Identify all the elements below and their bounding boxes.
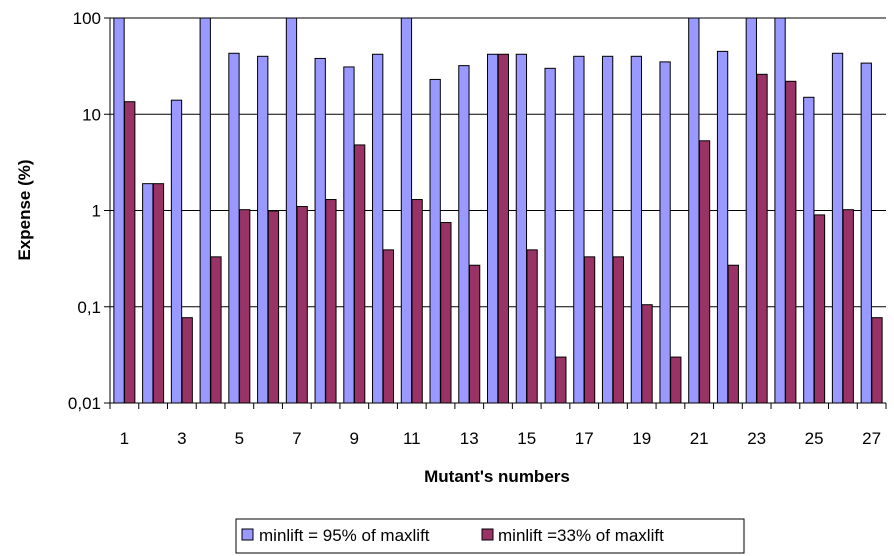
bar-series-1 [458,65,470,404]
legend-swatch-series-1 [241,528,254,541]
bar-series-1 [630,55,643,404]
bar-series-2 [325,199,337,404]
x-tick-label: 21 [690,429,709,448]
axes [104,17,887,409]
bar-series-1 [601,55,614,404]
bar-series-2 [842,209,854,404]
bar-series-1 [659,61,671,404]
bar-series-2 [267,210,280,404]
x-axis-title: Mutant's numbers [424,467,570,486]
bar-series-2 [152,183,165,404]
bar-series-1 [487,53,499,404]
y-tick-labels: 100 10 1 0,1 0,01 [68,9,101,413]
bar-series-2 [440,222,452,404]
bar-series-2 [871,317,883,404]
bar-series-2 [756,73,768,404]
bar-series-2 [411,199,423,404]
bar-series-2 [727,264,739,404]
y-tick-label: 10 [82,105,101,124]
legend: minlift = 95% of maxlift minlift =33% of… [235,518,745,554]
bar-series-1 [343,66,355,404]
bar-series-2 [210,256,222,404]
bar-series-2 [497,53,510,404]
x-tick-label: 7 [292,429,301,448]
bar-series-2 [612,256,624,404]
bar-series-2 [382,249,395,404]
x-tick-label: 5 [235,429,244,448]
bar-series-2 [785,80,797,404]
x-tick-label: 13 [460,429,479,448]
bar-series-1 [228,52,240,404]
bar-series-1 [716,50,729,404]
bar-series-1 [400,17,413,404]
bar-series-1 [429,78,441,404]
x-tick-label: 27 [862,429,881,448]
x-tick-label: 9 [350,429,359,448]
x-tick-label: 15 [517,429,536,448]
bar-series-1 [113,17,125,404]
bar-series-1 [860,62,872,404]
bar-series-1 [745,17,757,404]
x-tick-label: 19 [632,429,651,448]
y-axis-title: Expense (%) [15,159,34,260]
bar-series-2 [181,317,193,404]
bar-series-2 [583,256,596,404]
y-tick-label: 100 [73,9,101,28]
bar-series-1 [142,183,154,404]
bar-series-1 [199,17,211,404]
bars [113,17,883,404]
legend-label-series-2: minlift =33% of maxlift [498,526,664,545]
bar-series-1 [803,96,815,404]
bar-series-2 [124,101,136,404]
bar-series-1 [285,17,298,404]
bar-series-2 [555,356,567,404]
x-tick-label: 23 [747,429,766,448]
bar-series-2 [296,206,308,404]
bar-series-1 [831,52,844,404]
bar-series-1 [774,17,786,404]
legend-swatch-series-2 [481,528,494,541]
bar-series-1 [515,53,528,404]
bar-series-1 [372,53,384,404]
bar-series-1 [544,67,556,404]
bar-series-1 [573,55,585,404]
bar-series-2 [239,209,251,404]
x-tick-label: 1 [120,429,129,448]
bar-series-1 [257,55,269,404]
bar-series-2 [526,249,538,404]
bar-series-1 [314,57,326,404]
bar-series-2 [698,140,711,404]
y-tick-label: 0,01 [68,394,101,413]
bar-series-2 [813,214,826,404]
x-tick-label: 11 [403,429,421,448]
x-tick-labels: 1 3 5 7 9 11 13 15 17 19 21 23 25 27 [120,429,881,448]
bar-series-1 [170,99,183,404]
x-tick-label: 17 [575,429,594,448]
bar-series-2 [468,264,481,404]
y-tick-label: 1 [92,202,101,221]
bar-series-1 [688,17,700,404]
legend-label-series-1: minlift = 95% of maxlift [259,526,430,545]
x-tick-label: 25 [805,429,824,448]
bar-series-2 [670,356,682,404]
y-tick-label: 0,1 [77,298,101,317]
x-tick-label: 3 [177,429,186,448]
bar-series-2 [641,304,653,404]
bar-series-2 [353,144,366,404]
